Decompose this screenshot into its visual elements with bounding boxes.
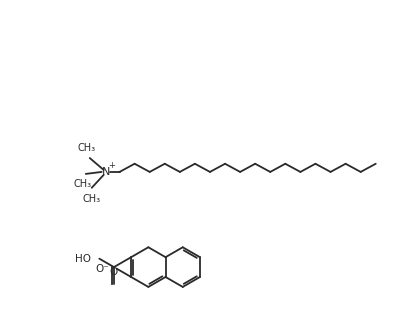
- Text: +: +: [108, 161, 115, 170]
- Text: O: O: [110, 267, 118, 277]
- Text: CH₃: CH₃: [78, 143, 96, 153]
- Text: O⁻: O⁻: [96, 264, 110, 273]
- Text: CH₃: CH₃: [83, 194, 101, 204]
- Text: CH₃: CH₃: [74, 179, 92, 189]
- Text: HO: HO: [75, 254, 91, 264]
- Text: N: N: [101, 167, 110, 177]
